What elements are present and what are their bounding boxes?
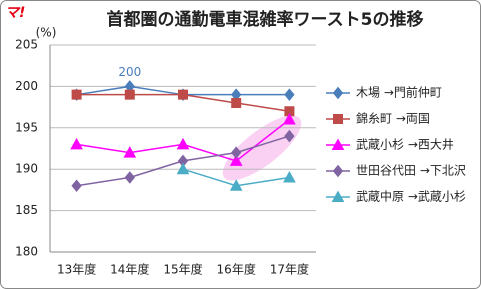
y-tick-label: 190: [15, 162, 38, 176]
marker: [283, 170, 296, 183]
marker: [178, 89, 188, 100]
y-tick-label: 195: [15, 120, 38, 134]
marker: [284, 129, 295, 143]
marker: [71, 89, 82, 100]
data-label: 200: [118, 65, 141, 79]
legend-label: 武蔵中原 →武蔵小杉: [356, 189, 466, 204]
legend-marker: [332, 164, 344, 178]
y-tick-label: 185: [15, 203, 38, 217]
marker: [70, 137, 83, 150]
legend-label: 世田谷代田 →下北沢: [356, 164, 466, 178]
y-tick-label: 200: [15, 79, 38, 93]
marker: [229, 179, 243, 191]
marker: [123, 146, 137, 158]
legend-label: 錦糸町 →両国: [356, 111, 430, 126]
marker: [284, 88, 295, 101]
marker: [124, 89, 135, 100]
marker: [124, 171, 135, 184]
marker: [229, 154, 243, 166]
logo: マ!: [5, 5, 25, 21]
x-tick-label: 13年度: [57, 262, 96, 277]
x-tick-label: 17年度: [270, 262, 309, 277]
legend-marker: [332, 86, 344, 100]
marker: [176, 137, 190, 150]
marker: [71, 179, 82, 193]
marker: [231, 97, 242, 108]
legend-label: 武蔵小杉 →西大井: [356, 138, 454, 152]
marker: [284, 106, 295, 117]
y-tick-label: 180: [15, 245, 38, 259]
marker: [283, 112, 296, 125]
legend-marker: [331, 138, 345, 150]
legend-label: 木場 →門前仲町: [356, 85, 442, 100]
x-tick-label: 15年度: [163, 262, 202, 277]
y-axis-label: (%): [36, 26, 57, 40]
chart-title: 首都圏の通勤電車混雑率ワースト5の推移: [107, 9, 424, 30]
x-tick-label: 16年度: [217, 262, 256, 277]
highlight: [222, 115, 302, 181]
legend-marker: [333, 114, 343, 124]
marker: [231, 146, 242, 159]
marker: [176, 162, 190, 175]
x-tick-label: 14年度: [110, 262, 149, 277]
legend-marker: [331, 190, 345, 202]
y-tick-label: 205: [15, 38, 38, 52]
